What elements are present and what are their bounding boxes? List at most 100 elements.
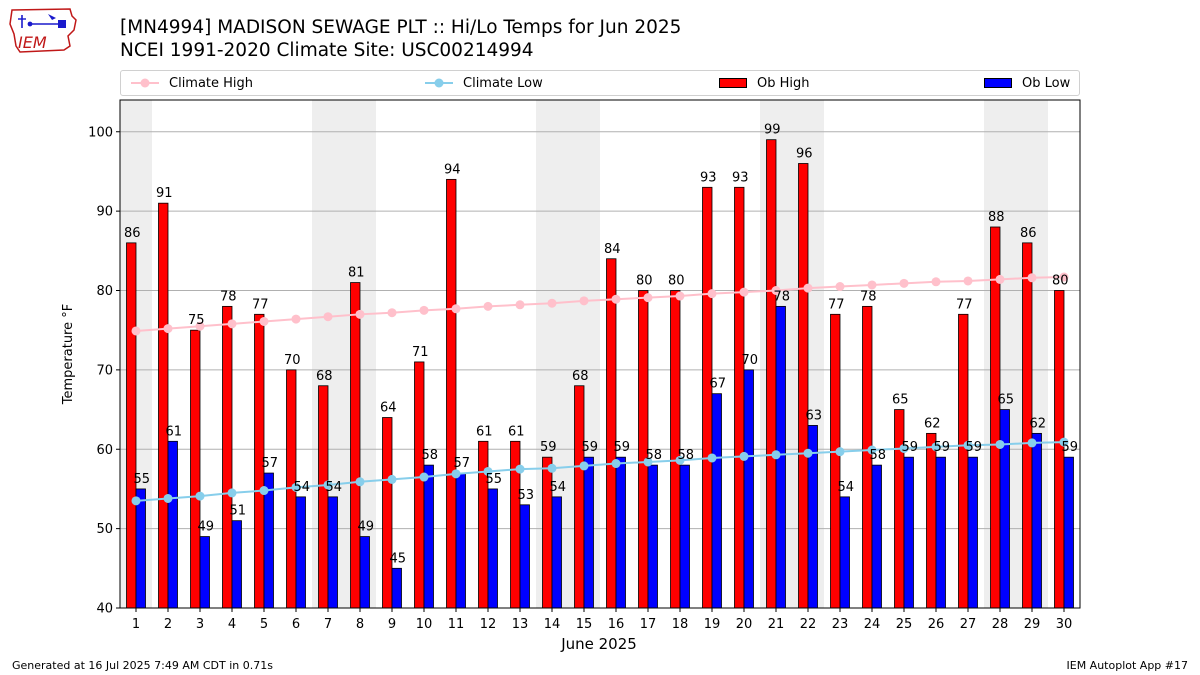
climate-low-point (675, 455, 685, 465)
ob-low-value-label: 59 (1061, 440, 1078, 455)
climate-low-point (899, 443, 909, 453)
footer-app: IEM Autoplot App #17 (1066, 659, 1189, 672)
ob-high-value-label: 77 (956, 297, 973, 312)
climate-high-point (323, 312, 333, 322)
climate-low-point (259, 486, 269, 496)
climate-low-point (355, 477, 365, 487)
climate-low-point (483, 466, 493, 476)
climate-high-point (643, 293, 653, 303)
climate-low-point (1059, 437, 1069, 447)
climate-high-point (515, 300, 525, 310)
ob-high-bar (766, 139, 777, 609)
ob-high-value-label: 78 (220, 289, 237, 304)
climate-high-point (451, 304, 461, 314)
climate-high-line-icon (131, 78, 159, 88)
climate-high-point (995, 274, 1005, 284)
x-tick-label: 11 (448, 617, 465, 632)
ob-low-value-label: 58 (421, 448, 438, 463)
ob-low-bar (967, 456, 978, 609)
climate-high-point (419, 305, 429, 315)
footer-generated: Generated at 16 Jul 2025 7:49 AM CDT in … (12, 659, 273, 672)
ob-low-bar (711, 393, 722, 609)
ob-low-bar (647, 464, 658, 609)
ob-high-value-label: 65 (892, 393, 909, 408)
x-tick-label: 5 (260, 617, 268, 632)
climate-low-point (323, 480, 333, 490)
ob-high-value-label: 96 (796, 147, 813, 162)
legend-label-ob-low: Ob Low (1022, 75, 1071, 91)
ob-high-value-label: 80 (636, 274, 653, 289)
climate-low-point (931, 442, 941, 452)
ob-low-value-label: 65 (997, 393, 1014, 408)
ob-high-value-label: 61 (476, 424, 493, 439)
ob-high-value-label: 77 (828, 297, 845, 312)
ob-high-bar (958, 313, 969, 609)
x-tick-label: 29 (1024, 617, 1041, 632)
climate-low-line-icon (425, 78, 453, 88)
x-tick-label: 19 (704, 617, 721, 632)
ob-low-value-label: 45 (389, 551, 406, 566)
climate-high-point (963, 276, 973, 286)
climate-low-point (547, 463, 557, 473)
climate-low-point (643, 457, 653, 467)
climate-high-point (131, 326, 141, 336)
x-tick-label: 23 (832, 617, 849, 632)
ob-high-value-label: 75 (188, 313, 205, 328)
ob-high-bar (702, 186, 713, 609)
climate-high-point (867, 280, 877, 290)
ob-high-value-label: 99 (764, 123, 781, 138)
ob-low-value-label: 53 (517, 488, 534, 503)
ob-high-value-label: 62 (924, 416, 941, 431)
x-tick-label: 21 (768, 617, 785, 632)
x-tick-label: 16 (608, 617, 625, 632)
x-tick-label: 30 (1056, 617, 1073, 632)
climate-low-point (611, 459, 621, 469)
ob-high-bar (190, 329, 201, 609)
climate-low-point (451, 469, 461, 479)
ob-low-bar (999, 409, 1010, 609)
y-tick-label: 40 (96, 602, 113, 617)
ob-high-bar (798, 163, 809, 609)
ob-low-bar (455, 472, 466, 609)
ob-low-bar (679, 464, 690, 609)
plot-frame (119, 99, 1081, 609)
x-tick-label: 7 (324, 617, 332, 632)
y-tick-label: 90 (96, 205, 113, 220)
y-tick-label: 50 (96, 522, 113, 537)
y-axis-label: Temperature °F (61, 304, 76, 405)
ob-high-value-label: 78 (860, 289, 877, 304)
x-tick-label: 9 (388, 617, 396, 632)
ob-high-bar (478, 440, 489, 609)
ob-high-bar (606, 258, 617, 609)
ob-low-bar (903, 456, 914, 609)
climate-low-point (835, 447, 845, 457)
x-tick-label: 15 (576, 617, 593, 632)
ob-high-bar (126, 242, 137, 609)
ob-high-value-label: 93 (700, 170, 717, 185)
climate-high-point (387, 308, 397, 318)
ob-low-bar (167, 440, 178, 609)
x-tick-label: 13 (512, 617, 529, 632)
climate-high-point (899, 278, 909, 288)
iem-logo: IEM (9, 8, 77, 53)
ob-high-bar (446, 178, 457, 609)
climate-low-point (707, 453, 717, 463)
ob-low-bar (327, 496, 338, 609)
ob-low-value-label: 49 (197, 520, 214, 535)
x-tick-label: 22 (800, 617, 817, 632)
climate-high-point (803, 283, 813, 293)
climate-low-point (771, 450, 781, 460)
ob-low-value-label: 57 (261, 456, 278, 471)
ob-low-bar (359, 536, 370, 609)
ob-low-value-label: 59 (965, 440, 982, 455)
ob-low-bar (839, 496, 850, 609)
climate-low-point (995, 439, 1005, 449)
climate-low-point (515, 464, 525, 474)
ob-low-swatch-icon (984, 78, 1012, 88)
ob-low-value-label: 61 (165, 424, 182, 439)
climate-low-point (387, 474, 397, 484)
ob-low-value-label: 63 (805, 408, 822, 423)
ob-high-value-label: 93 (732, 170, 749, 185)
climate-high-point (771, 286, 781, 295)
legend-item-climate-low: Climate Low (425, 71, 543, 95)
